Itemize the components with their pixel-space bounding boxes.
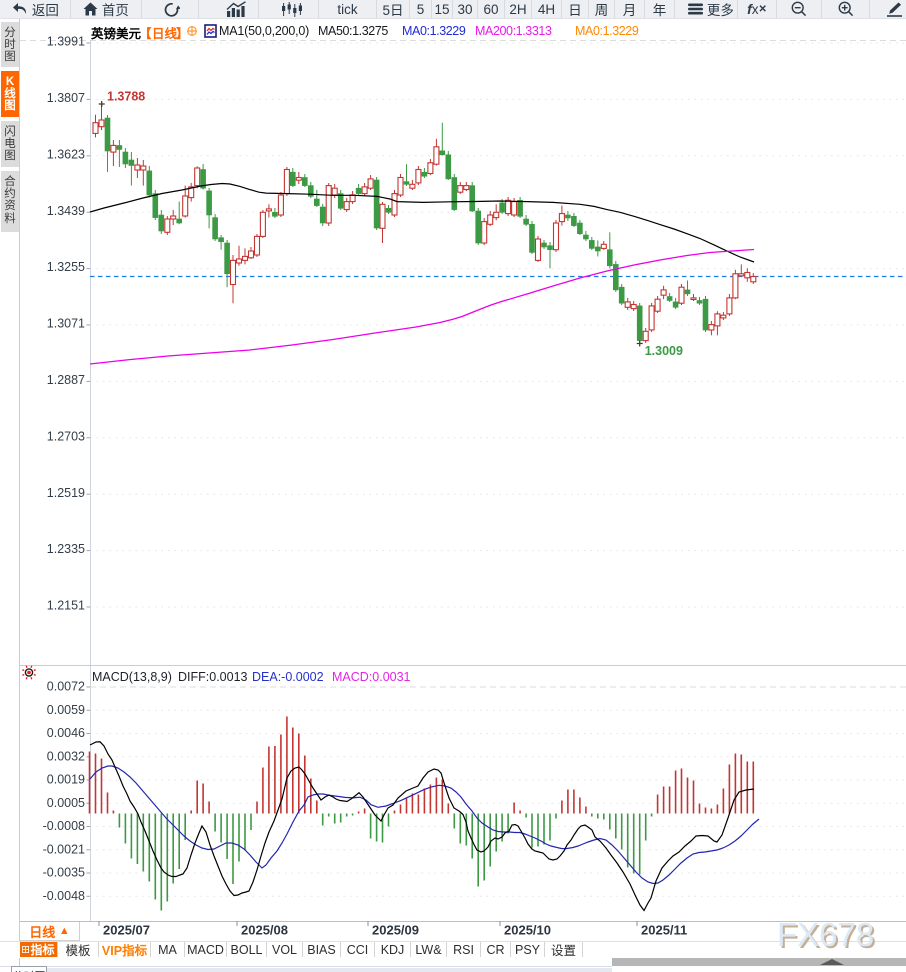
svg-text:2025/09: 2025/09	[372, 923, 419, 938]
svg-text:1.3623: 1.3623	[47, 147, 85, 161]
svg-text:DIFF:0.0013: DIFF:0.0013	[178, 670, 248, 684]
svg-text:1.3807: 1.3807	[47, 91, 85, 105]
svg-text:1.2335: 1.2335	[47, 542, 85, 556]
svg-text:-0.0048: -0.0048	[43, 889, 85, 903]
svg-text:0.0032: 0.0032	[47, 749, 85, 763]
svg-text:1.2887: 1.2887	[47, 373, 85, 387]
svg-text:1.2519: 1.2519	[47, 486, 85, 500]
svg-text:-0.0021: -0.0021	[43, 842, 85, 856]
svg-text:2025/11: 2025/11	[641, 923, 687, 938]
svg-text:0.0019: 0.0019	[47, 773, 85, 787]
svg-text:-0.0008: -0.0008	[43, 819, 85, 833]
svg-text:1.3788: 1.3788	[107, 90, 145, 104]
svg-text:1.2151: 1.2151	[47, 599, 85, 613]
svg-text:1.3071: 1.3071	[47, 317, 85, 331]
svg-text:2025/07: 2025/07	[103, 923, 150, 938]
svg-text:0.0005: 0.0005	[47, 796, 85, 810]
svg-text:DEA:-0.0002: DEA:-0.0002	[252, 670, 324, 684]
svg-text:1.3991: 1.3991	[47, 35, 85, 49]
svg-text:0.0072: 0.0072	[47, 680, 85, 694]
svg-text:1.3255: 1.3255	[47, 260, 85, 274]
svg-text:1.3009: 1.3009	[645, 344, 683, 358]
svg-text:MACD:0.0031: MACD:0.0031	[332, 670, 411, 684]
svg-text:2025/10: 2025/10	[504, 923, 551, 938]
svg-text:2025/08: 2025/08	[241, 923, 288, 938]
svg-text:1.3439: 1.3439	[47, 204, 85, 218]
svg-text:1.2703: 1.2703	[47, 429, 85, 443]
svg-text:-0.0035: -0.0035	[43, 866, 85, 880]
svg-text:0.0059: 0.0059	[47, 703, 85, 717]
svg-text:MACD(13,8,9): MACD(13,8,9)	[92, 670, 172, 684]
svg-text:0.0046: 0.0046	[47, 726, 85, 740]
